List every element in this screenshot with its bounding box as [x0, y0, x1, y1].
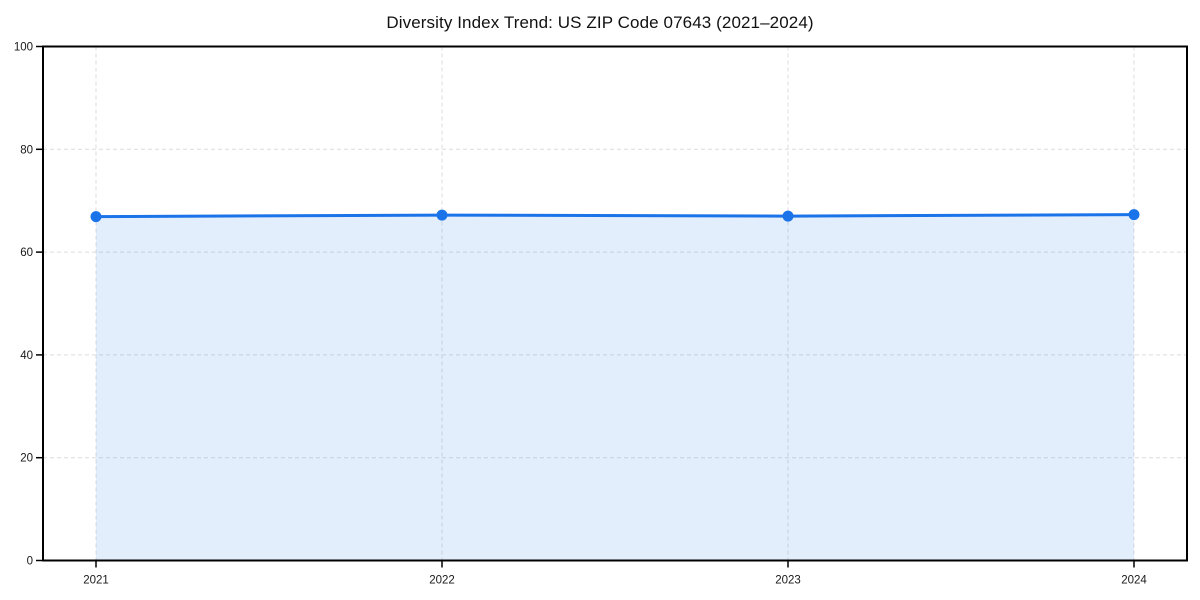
y-tick-label: 60 [20, 247, 33, 259]
plot-border [42, 45, 1188, 562]
x-tick-label: 2021 [83, 575, 109, 587]
data-point-2021 [90, 211, 102, 223]
data-point-2022 [436, 209, 448, 221]
x-tick-label: 2023 [775, 575, 801, 587]
trend-line [94, 213, 1136, 219]
y-tick-label: 80 [20, 144, 33, 156]
y-tick-label: 20 [20, 453, 33, 465]
x-tick-label: 2024 [1121, 575, 1147, 587]
y-tick-label: 100 [14, 42, 33, 54]
y-tick-label: 0 [27, 556, 33, 568]
y-tick-label: 40 [20, 350, 33, 362]
chart-title: Diversity Index Trend: US ZIP Code 07643… [386, 13, 814, 32]
x-tick-label: 2022 [429, 575, 455, 587]
area-fill [96, 214, 1134, 561]
data-point-2023 [782, 210, 794, 222]
data-point-2024 [1128, 209, 1140, 221]
